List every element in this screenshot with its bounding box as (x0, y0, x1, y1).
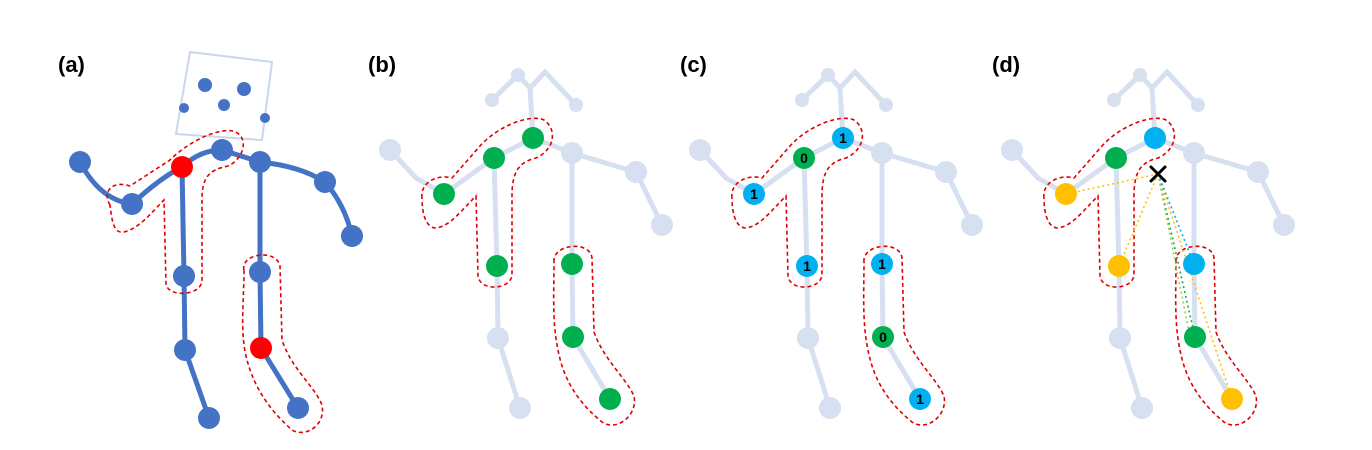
faded-skeleton-c (697, 68, 975, 411)
panel-b: (b) (368, 52, 673, 426)
group-outlines-a (106, 129, 324, 434)
faded-joints-b (379, 68, 673, 419)
highlight-joints-d (1055, 127, 1243, 410)
panel-a: (a) (58, 50, 363, 434)
faded-joints-c (689, 68, 983, 419)
panel-c-label: (c) (680, 52, 707, 77)
group-outlines-d (1043, 117, 1258, 426)
node-label: 1 (916, 391, 924, 407)
group-outlines-c (731, 117, 946, 426)
node-label: 0 (879, 329, 887, 345)
panel-c: (c) 1 0 1 1 1 (680, 52, 983, 426)
panel-d-label: (d) (992, 52, 1020, 77)
node-label: 1 (803, 258, 811, 274)
skeleton-bones (77, 147, 355, 421)
node-label: 1 (839, 130, 847, 146)
faded-joints-d (1001, 68, 1295, 419)
skeleton-joints-a (69, 139, 363, 429)
panel-a-label: (a) (58, 52, 85, 77)
group-outlines-b (421, 117, 636, 426)
node-label: 0 (800, 150, 808, 166)
cross-icon (1149, 165, 1167, 183)
node-label: 1 (878, 256, 886, 272)
highlight-joints-b (433, 127, 621, 410)
node-label: 1 (750, 186, 758, 202)
faded-skeleton-d (1009, 68, 1287, 411)
labeled-joints-c: 1 0 1 1 1 0 1 (743, 127, 931, 410)
faded-skeleton-b (387, 68, 665, 411)
panel-d: (d) (992, 52, 1295, 426)
object-box (174, 50, 274, 142)
panel-b-label: (b) (368, 52, 396, 77)
connection-lines (1065, 173, 1233, 400)
